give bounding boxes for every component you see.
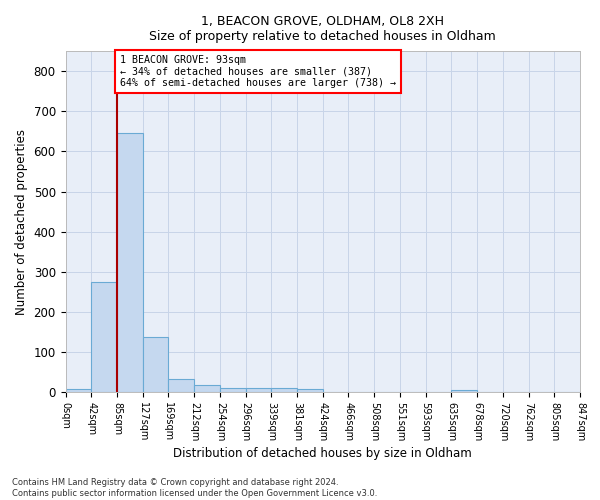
Bar: [169, 378, 194, 392]
Bar: [220, 388, 245, 392]
Text: Contains HM Land Registry data © Crown copyright and database right 2024.
Contai: Contains HM Land Registry data © Crown c…: [12, 478, 377, 498]
Bar: [245, 388, 271, 392]
Bar: [194, 385, 220, 392]
X-axis label: Distribution of detached houses by size in Oldham: Distribution of detached houses by size …: [173, 447, 472, 460]
Bar: [91, 282, 117, 393]
Bar: [143, 337, 169, 392]
Bar: [297, 388, 323, 392]
Bar: [271, 388, 297, 392]
Title: 1, BEACON GROVE, OLDHAM, OL8 2XH
Size of property relative to detached houses in: 1, BEACON GROVE, OLDHAM, OL8 2XH Size of…: [149, 15, 496, 43]
Y-axis label: Number of detached properties: Number of detached properties: [15, 128, 28, 314]
Text: 1 BEACON GROVE: 93sqm
← 34% of detached houses are smaller (387)
64% of semi-det: 1 BEACON GROVE: 93sqm ← 34% of detached …: [119, 55, 395, 88]
Bar: [117, 134, 143, 392]
Bar: [65, 389, 91, 392]
Bar: [451, 390, 477, 392]
